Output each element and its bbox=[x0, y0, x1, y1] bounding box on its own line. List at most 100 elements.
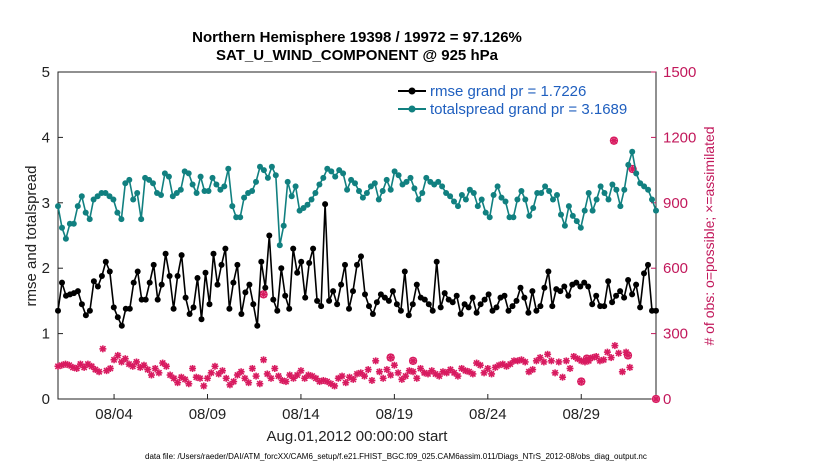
rmse-point bbox=[529, 288, 536, 295]
obs-assimilated-marker bbox=[547, 357, 555, 365]
totalspread-point bbox=[395, 172, 402, 179]
obs-assimilated-marker bbox=[484, 364, 492, 372]
obs-assimilated-marker bbox=[204, 374, 211, 382]
rmse-point bbox=[625, 277, 632, 283]
totalspread-point bbox=[150, 180, 156, 187]
totalspread-point bbox=[229, 203, 236, 210]
rmse-point bbox=[469, 294, 476, 301]
totalspread-point bbox=[621, 186, 628, 193]
totalspread-point bbox=[462, 196, 469, 203]
totalspread-point bbox=[387, 186, 394, 193]
totalspread-point bbox=[407, 174, 414, 181]
x-tick-label: 08/09 bbox=[189, 406, 227, 423]
rmse-point bbox=[182, 294, 189, 301]
totalspread-point bbox=[522, 196, 529, 203]
rmse-point bbox=[194, 275, 201, 281]
rmse-point bbox=[609, 299, 616, 306]
rmse-point bbox=[477, 301, 484, 308]
rmse-point bbox=[154, 296, 161, 303]
totalspread-point bbox=[217, 186, 224, 193]
rmse-point bbox=[449, 299, 456, 306]
rmse-point bbox=[350, 288, 356, 295]
rmse-point bbox=[637, 304, 644, 311]
rmse-point bbox=[210, 250, 217, 257]
right-tick-label: 300 bbox=[663, 326, 688, 343]
totalspread-point bbox=[344, 186, 351, 193]
rmse-point bbox=[346, 305, 352, 312]
obs-assimilated-marker bbox=[211, 362, 219, 370]
totalspread-point bbox=[241, 194, 248, 201]
rmse-point bbox=[178, 252, 185, 259]
obs-assimilated-marker bbox=[342, 379, 350, 387]
y-axis-right-label: # of obs: o=possible; ×=assimilated bbox=[701, 126, 717, 345]
obs-series bbox=[54, 342, 634, 390]
rmse-point bbox=[290, 245, 297, 252]
rmse-point bbox=[190, 304, 197, 311]
totalspread-point bbox=[308, 196, 315, 203]
rmse-point bbox=[218, 261, 225, 268]
x-tick-label: 08/14 bbox=[282, 406, 320, 423]
rmse-point bbox=[565, 292, 572, 299]
rmse-point bbox=[90, 278, 97, 285]
rmse-point bbox=[641, 270, 647, 277]
rmse-point bbox=[258, 258, 265, 265]
totalspread-point bbox=[90, 196, 97, 203]
obs-assimilated-marker bbox=[196, 374, 204, 382]
rmse-point bbox=[461, 301, 468, 308]
rmse-point bbox=[274, 307, 281, 314]
totalspread-point bbox=[316, 181, 323, 188]
totalspread-point bbox=[589, 207, 596, 214]
totalspread-point bbox=[328, 168, 335, 175]
rmse-point bbox=[405, 312, 412, 319]
rmse-point bbox=[369, 311, 376, 317]
obs-assimilated-marker bbox=[185, 380, 193, 388]
obs-assimilated-marker bbox=[615, 349, 623, 357]
totalspread-point bbox=[86, 216, 93, 223]
rmse-point bbox=[481, 296, 488, 303]
rmse-point bbox=[174, 273, 181, 279]
totalspread-point bbox=[558, 211, 564, 218]
obs-assimilated-marker bbox=[529, 366, 537, 374]
right-tick-label: 600 bbox=[663, 260, 688, 277]
totalspread-point bbox=[383, 176, 390, 183]
totalspread-point bbox=[415, 196, 422, 203]
totalspread-point bbox=[502, 198, 509, 205]
totalspread-point bbox=[169, 193, 176, 200]
obs-assimilated-marker bbox=[207, 369, 215, 377]
rmse-point bbox=[358, 253, 364, 260]
totalspread-point bbox=[474, 203, 481, 210]
rmse-point bbox=[114, 314, 121, 321]
legend-spread-marker bbox=[408, 105, 416, 113]
x-tick-label: 08/29 bbox=[562, 406, 600, 423]
totalspread-point bbox=[197, 173, 204, 180]
rmse-point bbox=[577, 283, 584, 290]
totalspread-point bbox=[363, 190, 370, 196]
totalspread-point bbox=[546, 188, 553, 194]
rmse-point bbox=[294, 269, 301, 276]
obs-assimilated-marker bbox=[147, 371, 155, 379]
rmse-point bbox=[334, 301, 341, 308]
legend-rmse-marker bbox=[408, 87, 416, 95]
legend-box bbox=[391, 79, 651, 119]
legend-spread-label: totalspread grand pr = 3.1689 bbox=[430, 101, 627, 118]
right-tick-label: 1500 bbox=[663, 64, 696, 81]
obs-assimilated-marker bbox=[260, 356, 268, 364]
totalspread-point bbox=[62, 235, 69, 242]
rmse-point bbox=[130, 279, 137, 286]
totalspread-point bbox=[565, 203, 572, 210]
totalspread-point bbox=[411, 185, 418, 192]
obs-assimilated-marker bbox=[603, 348, 611, 356]
totalspread-point bbox=[359, 194, 366, 201]
rmse-point bbox=[186, 311, 193, 317]
rmse-point bbox=[489, 307, 496, 314]
rmse-point bbox=[473, 309, 480, 316]
rmse-point bbox=[585, 283, 592, 290]
totalspread-point bbox=[435, 178, 442, 185]
rmse-point bbox=[206, 301, 213, 308]
totalspread-point bbox=[356, 188, 362, 194]
totalspread-point bbox=[59, 224, 65, 231]
rmse-point bbox=[413, 281, 420, 288]
totalspread-point bbox=[161, 170, 168, 177]
rmse-point bbox=[521, 294, 528, 301]
